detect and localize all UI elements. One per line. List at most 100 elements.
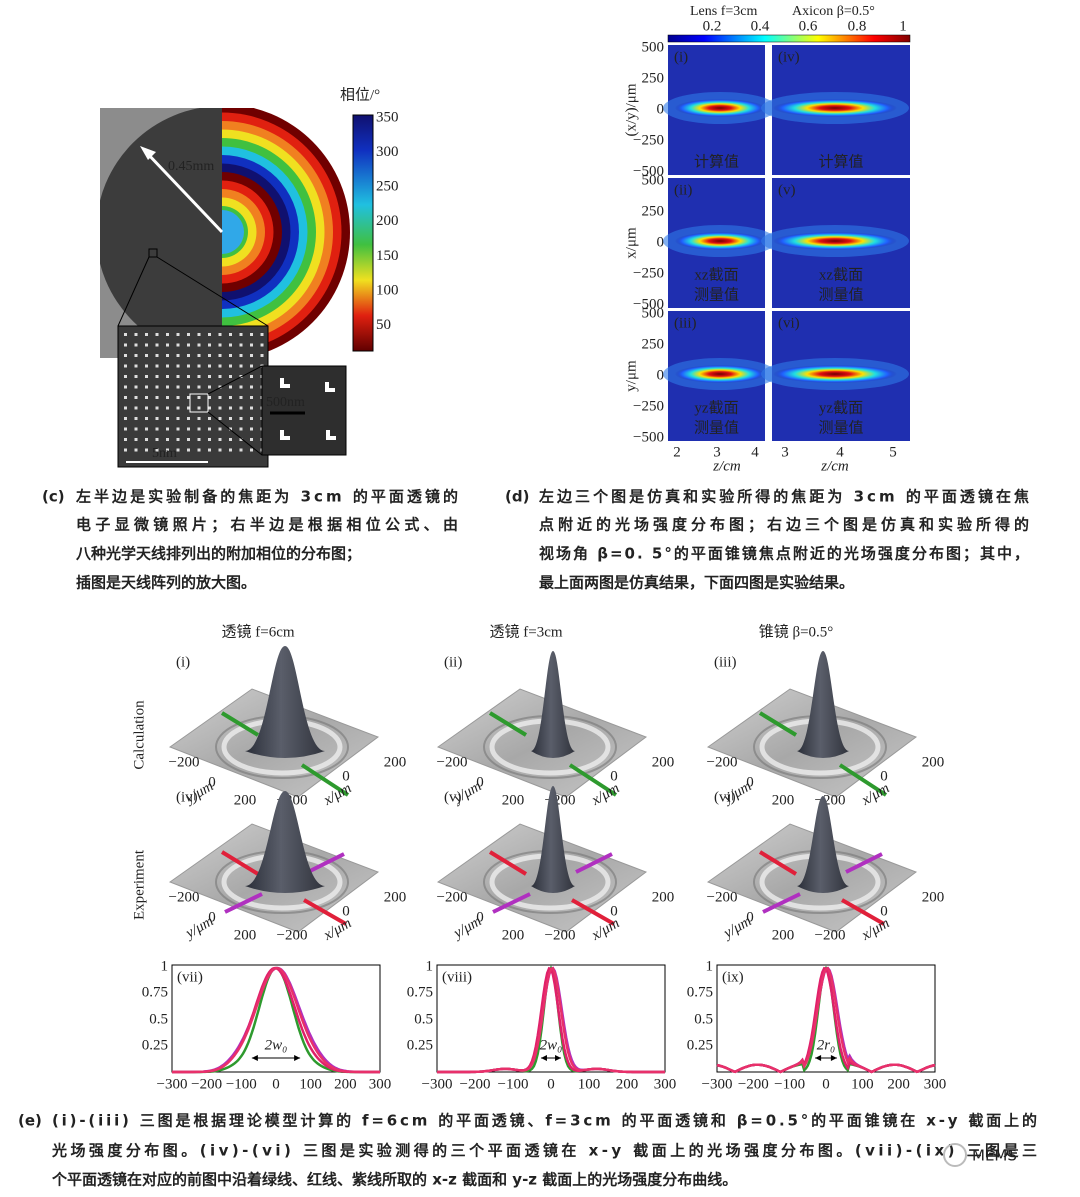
antenna-dot — [145, 427, 148, 431]
antenna-dot — [176, 385, 180, 389]
antenna-dot — [197, 406, 201, 410]
panel-note: yz截面 — [694, 399, 738, 416]
x-tick-label: 0 — [272, 1076, 280, 1092]
antenna-dot — [218, 417, 222, 420]
antenna-dot — [124, 427, 127, 431]
column-title: 透镜 f=6cm — [221, 622, 294, 640]
colorbar-tick-label: 100 — [376, 282, 399, 298]
antenna-dot — [166, 385, 169, 389]
antenna-dot — [134, 427, 138, 431]
antenna — [325, 382, 335, 392]
y-tick-label: 0 — [476, 774, 484, 790]
x-tick-label: 3 — [781, 444, 789, 460]
antenna-dot — [218, 427, 222, 431]
antenna-dot — [134, 385, 138, 389]
antenna-dot — [229, 417, 232, 420]
y-tick-label: −200 — [169, 889, 200, 905]
antenna-dot — [208, 343, 211, 347]
panel-tag: (iii) — [714, 654, 737, 670]
antenna-dot — [208, 396, 211, 399]
y-tick-label: 200 — [502, 927, 525, 943]
width-label: 2w₀ — [540, 1037, 563, 1053]
profile-axes — [171, 964, 381, 1073]
caption-label: (c) — [42, 488, 65, 506]
cut-line-green — [220, 711, 260, 737]
arrow-head — [540, 1055, 562, 1061]
panel-tag: (v) — [778, 182, 796, 198]
scale-label: 500nm — [266, 395, 305, 410]
cut-line-purple — [845, 852, 883, 874]
antenna-dot — [176, 375, 180, 378]
y-tick-label: −200 — [169, 754, 200, 770]
antenna-dot — [134, 406, 138, 410]
antenna-dot — [218, 375, 222, 378]
cut-line-purple — [224, 892, 263, 914]
antenna-dot — [229, 427, 232, 431]
antenna-dot — [260, 354, 264, 357]
antenna-dot — [239, 417, 243, 420]
antenna-dot — [134, 364, 138, 368]
antenna-dot — [166, 406, 169, 410]
antenna-dot — [197, 438, 201, 441]
antenna-dot — [134, 354, 138, 357]
antenna-dot — [229, 364, 232, 368]
antenna-dot — [197, 354, 201, 357]
zoom-box — [189, 393, 209, 413]
antenna-dot — [250, 343, 253, 347]
antenna-dot — [124, 385, 127, 389]
antenna-dot — [208, 375, 211, 378]
antenna-dot — [145, 406, 148, 410]
antenna-dot — [124, 343, 127, 347]
y-tick-label: 0.25 — [407, 1037, 433, 1053]
antenna-dot — [239, 333, 243, 336]
x-tick-label: 100 — [851, 1076, 874, 1092]
zoom-box — [148, 248, 158, 258]
y-tick-label: 250 — [642, 203, 665, 219]
panel-tag: (iv) — [778, 49, 800, 65]
scale-label: 5nm — [152, 446, 177, 461]
caption-label: (e) — [18, 1112, 42, 1130]
antenna-dot — [176, 427, 180, 431]
x-tick-label: 100 — [299, 1076, 322, 1092]
x-axis-label: x/μm — [320, 780, 354, 809]
panel-tag: (i) — [674, 49, 688, 65]
colorbar-tick-label: 350 — [376, 109, 399, 125]
antenna-dot — [197, 343, 201, 347]
antenna-dot — [197, 364, 201, 368]
antenna-dot — [218, 364, 222, 368]
profile-axes — [436, 964, 666, 1073]
antenna-dot — [145, 364, 148, 368]
antenna-dot — [155, 448, 159, 452]
cut-line-red — [571, 898, 615, 926]
radius-arrow — [144, 150, 224, 234]
y-tick-label: −250 — [633, 132, 664, 148]
profile-axes — [716, 964, 936, 1073]
antenna — [326, 430, 336, 440]
antenna-dot — [155, 343, 159, 347]
colorbar-title: 相位/° — [340, 86, 380, 103]
antenna-dot — [239, 448, 243, 452]
y-tick-label: 200 — [234, 927, 257, 943]
caption-line: 光场强度分布图。(iv)-(vi) 三图是实验测得的三个平面透镜在 x-y 截面… — [51, 1142, 1037, 1160]
antenna-dot — [166, 448, 169, 452]
x-tick-label: 200 — [887, 1076, 910, 1092]
panel-note: 测量值 — [818, 286, 863, 303]
antenna-dot — [134, 448, 138, 452]
antenna-dot — [229, 385, 232, 389]
y-tick-label: 500 — [642, 305, 665, 321]
x-tick-label: −200 — [738, 1076, 769, 1092]
y-tick-label: −250 — [633, 398, 664, 414]
antenna-dot — [229, 406, 232, 410]
intensity-peak — [245, 646, 325, 758]
x-tick-label: 200 — [616, 1076, 639, 1092]
colorbar-tick-label: 0.2 — [703, 18, 722, 34]
y-tick-label: −200 — [437, 889, 468, 905]
antenna-dot — [166, 417, 169, 420]
zoom-line — [207, 411, 263, 456]
panel-tag: (vii) — [177, 969, 203, 985]
antenna-dot — [124, 438, 127, 441]
antenna-dot — [176, 438, 180, 441]
antenna-dot — [250, 448, 253, 452]
caption-line: 最上面两图是仿真结果，下面四图是实验结果。 — [539, 574, 854, 592]
y-tick-label: 200 — [234, 792, 257, 808]
